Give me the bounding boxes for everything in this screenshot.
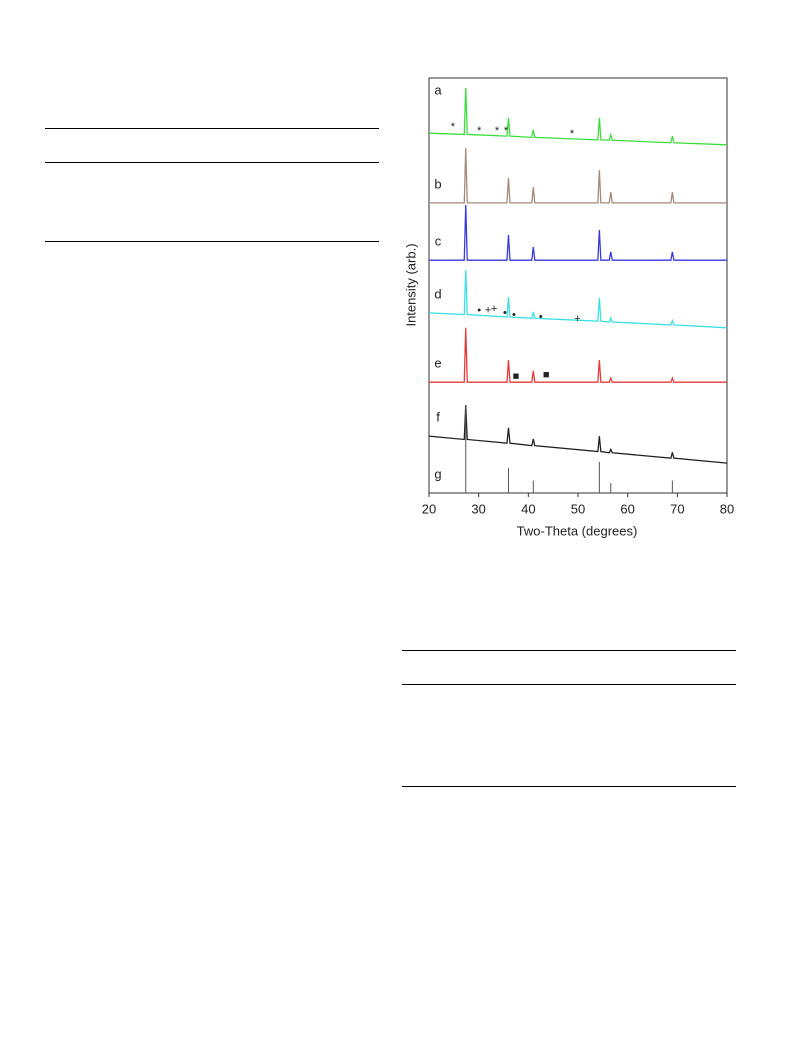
table-rule [45, 128, 379, 129]
table-rule [45, 241, 379, 242]
annotation: * [570, 128, 575, 140]
series-label: f [436, 410, 440, 425]
x-tick-label: 40 [521, 501, 535, 516]
plot-frame [428, 77, 728, 494]
series-label: b [434, 176, 441, 191]
series-label: g [434, 466, 441, 481]
annotation: * [504, 125, 509, 137]
x-tick-label: 70 [670, 501, 684, 516]
y-axis-label: Intensity (arb.) [403, 243, 418, 326]
annotation: • [503, 307, 507, 319]
table-rule [402, 684, 736, 685]
annotation: + [491, 303, 497, 315]
annotation: • [512, 309, 516, 321]
trace [429, 327, 727, 383]
series-label: e [434, 356, 441, 371]
table-rule [45, 162, 379, 163]
annotation: ■ [513, 371, 520, 383]
table-rule [402, 650, 736, 651]
x-tick-label: 60 [620, 501, 634, 516]
table-rule [402, 786, 736, 787]
x-tick-label: 20 [422, 501, 436, 516]
x-tick-label: 80 [720, 501, 734, 516]
annotation: • [477, 305, 481, 317]
trace [428, 270, 728, 329]
annotation: + [574, 313, 580, 325]
trace [428, 404, 728, 464]
series-label: c [435, 234, 442, 249]
trace [429, 148, 727, 204]
series-label: d [434, 286, 441, 301]
trace [428, 87, 728, 146]
x-tick-label: 50 [571, 501, 585, 516]
annotation: ■ [543, 369, 550, 381]
chart: Two-Theta (degrees) Intensity (arb.) 20 3… [403, 77, 734, 538]
annotation: * [451, 121, 456, 133]
annotation: * [477, 125, 482, 137]
annotation: + [485, 305, 491, 317]
x-axis-label: Two-Theta (degrees) [517, 523, 638, 538]
annotation: * [495, 125, 500, 137]
x-tick-label: 30 [471, 501, 485, 516]
annotation: • [539, 311, 543, 323]
trace [429, 204, 727, 261]
series-label: a [434, 83, 442, 98]
